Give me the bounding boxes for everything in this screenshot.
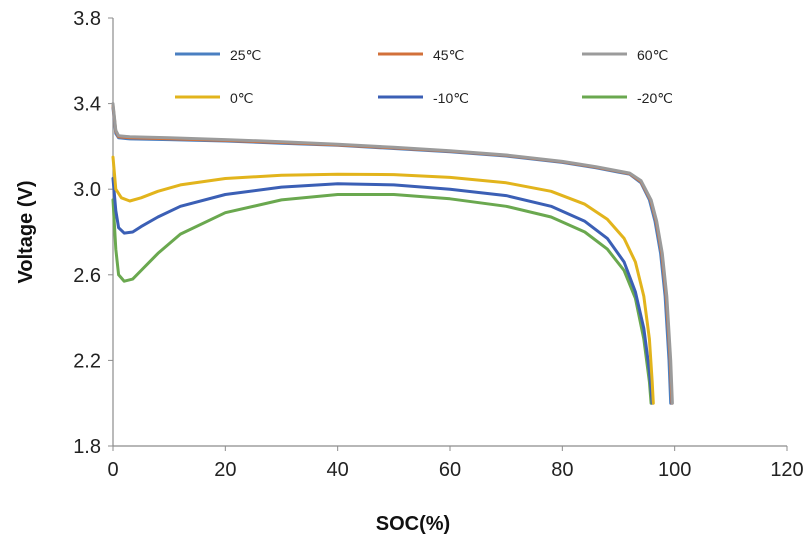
legend-label: -20℃ bbox=[637, 90, 673, 106]
series-line-1 bbox=[111, 104, 674, 405]
x-tick-label: 0 bbox=[107, 459, 118, 481]
series-line-4 bbox=[111, 177, 654, 405]
y-axis-title: Voltage (V) bbox=[15, 181, 37, 284]
legend-label: 25℃ bbox=[230, 47, 261, 63]
x-tick-label: 40 bbox=[327, 459, 349, 481]
y-tick-label: 1.8 bbox=[73, 436, 101, 458]
legend-label: -10℃ bbox=[433, 90, 469, 106]
series-line-0 bbox=[111, 106, 673, 405]
y-tick-label: 3.0 bbox=[73, 179, 101, 201]
legend-label: 45℃ bbox=[433, 47, 464, 63]
series-line-3 bbox=[111, 155, 655, 405]
x-tick-label: 100 bbox=[658, 459, 691, 481]
series-line-5 bbox=[111, 193, 653, 405]
axes: 1.8 2.2 2.6 3.0 3.4 3.8 0 20 40 60 80 100 120 bbox=[73, 8, 804, 481]
legend-label: 0℃ bbox=[230, 90, 254, 106]
y-tick-label: 3.4 bbox=[73, 94, 101, 116]
x-tick-label: 80 bbox=[551, 459, 573, 481]
x-tick-label: 20 bbox=[214, 459, 236, 481]
legend-label: 60℃ bbox=[637, 47, 668, 63]
y-tick-label: 2.6 bbox=[73, 265, 101, 287]
x-tick-label: 120 bbox=[770, 459, 803, 481]
legend: 25℃ 45℃ 60℃ 0℃ -10℃ -20℃ bbox=[175, 47, 673, 106]
x-tick-label: 60 bbox=[439, 459, 461, 481]
x-axis-title: SOC(%) bbox=[376, 513, 450, 535]
y-tick-label: 2.2 bbox=[73, 350, 101, 372]
series-line-2 bbox=[111, 102, 674, 405]
y-tick-label: 3.8 bbox=[73, 8, 101, 30]
series-layer bbox=[111, 102, 674, 405]
